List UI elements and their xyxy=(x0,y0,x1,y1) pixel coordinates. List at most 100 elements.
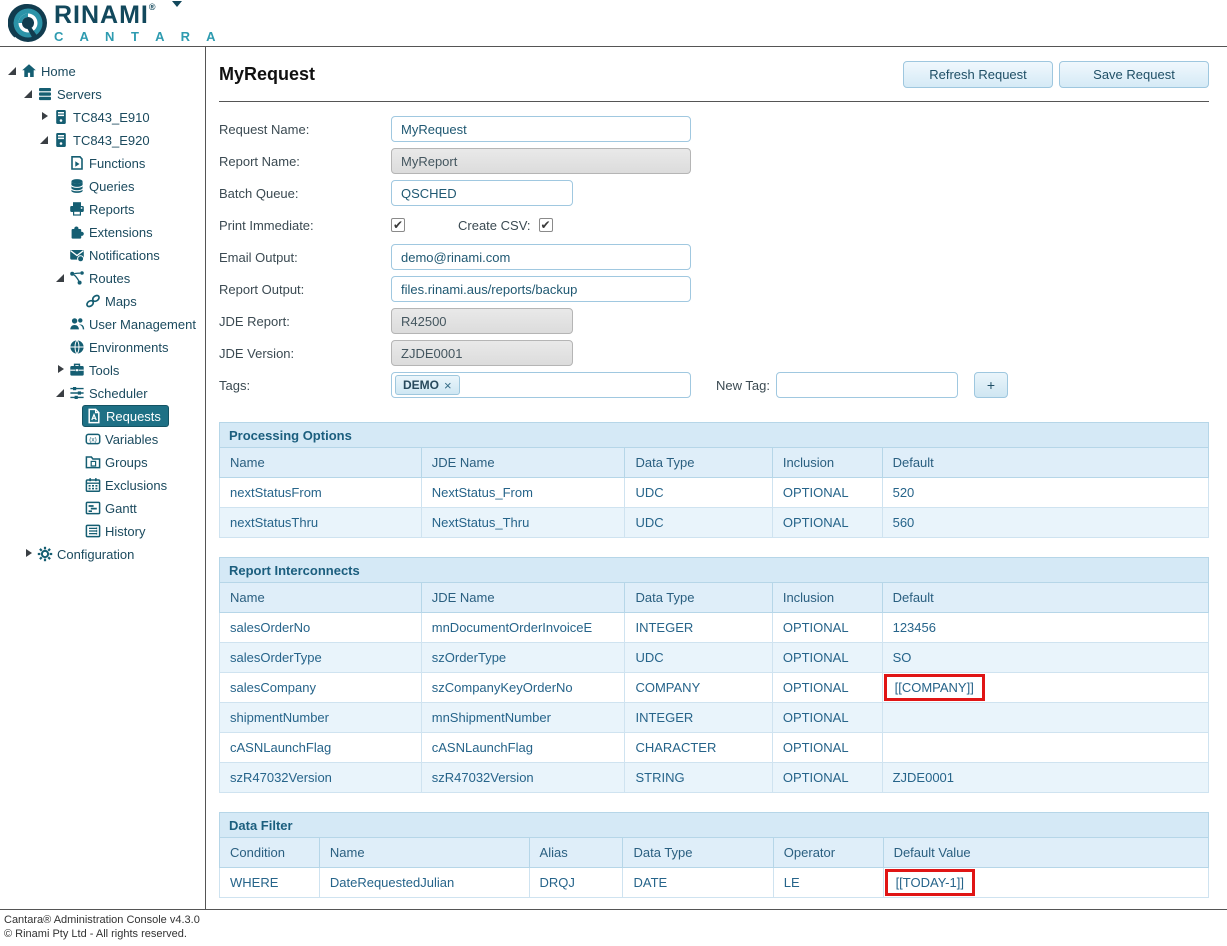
sidebar-item-servers[interactable]: Servers xyxy=(0,82,205,105)
maps-icon xyxy=(85,293,101,309)
sidebar-item-configuration[interactable]: Configuration xyxy=(0,542,205,565)
tags-input[interactable]: DEMO × xyxy=(391,372,691,398)
column-header-name: Name xyxy=(219,447,422,478)
sidebar-item-extensions[interactable]: Extensions xyxy=(0,220,205,243)
notifications-icon xyxy=(69,247,85,263)
remove-tag-icon[interactable]: × xyxy=(444,377,452,393)
report-name-input xyxy=(391,148,691,174)
save-request-button[interactable]: Save Request xyxy=(1059,61,1209,88)
expand-expanded-icon[interactable] xyxy=(54,385,69,400)
expand-expanded-icon[interactable] xyxy=(22,86,37,101)
column-header-data-type: Data Type xyxy=(624,447,773,478)
server-icon xyxy=(53,109,69,125)
table-row[interactable]: shipmentNumber mnShipmentNumber INTEGER OPT… xyxy=(219,702,1210,733)
table-row[interactable]: szR47032Version szR47032Version STRING OPTI… xyxy=(219,762,1210,793)
batch-queue-input[interactable] xyxy=(391,180,573,206)
sidebar-item-home[interactable]: Home xyxy=(0,59,205,82)
sidebar-item-user-management[interactable]: User Management xyxy=(0,312,205,335)
expand-collapsed-icon[interactable] xyxy=(38,109,53,124)
table-cell: szR47032Version xyxy=(420,762,626,793)
table-cell: salesCompany xyxy=(219,672,422,703)
table-cell: 560 xyxy=(881,507,1210,538)
table-row[interactable]: cASNLaunchFlag cASNLaunchFlag CHARACTER OPT… xyxy=(219,732,1210,763)
highlighted-value: [[TODAY-1]] xyxy=(884,869,975,896)
refresh-request-button[interactable]: Refresh Request xyxy=(903,61,1053,88)
brand-triangle-mark xyxy=(172,1,182,7)
table-row[interactable]: nextStatusFrom NextStatus_From UDC OPTIONAL… xyxy=(219,477,1210,508)
arrow-spacer xyxy=(70,293,85,308)
sidebar-item-history[interactable]: History xyxy=(0,519,205,542)
rinami-logo-icon xyxy=(8,3,48,43)
sidebar-item-label: Functions xyxy=(89,155,146,171)
table-cell: cASNLaunchFlag xyxy=(420,732,626,763)
sidebar-item-notifications[interactable]: Notifications xyxy=(0,243,205,266)
table-cell: OPTIONAL xyxy=(771,477,883,508)
arrow-spacer xyxy=(54,155,69,170)
expand-collapsed-icon[interactable] xyxy=(22,546,37,561)
table-row[interactable]: nextStatusThru NextStatus_Thru UDC OPTIONAL… xyxy=(219,507,1210,538)
sidebar-item-variables[interactable]: Variables xyxy=(0,427,205,450)
field-label: Print Immediate: xyxy=(219,217,314,233)
functions-icon xyxy=(69,155,85,171)
create-csv-checkbox[interactable]: ✔ xyxy=(538,218,553,232)
sidebar-item-requests[interactable]: Requests xyxy=(0,404,205,427)
form-row-jde-report: JDE Report: xyxy=(219,308,1209,334)
sidebar-item-label: History xyxy=(105,523,146,539)
column-header-condition: Condition xyxy=(219,837,320,868)
sidebar-item-queries[interactable]: Queries xyxy=(0,174,205,197)
column-header-default: Default xyxy=(881,447,1210,478)
expand-collapsed-icon[interactable] xyxy=(54,362,69,377)
sidebar-item-groups[interactable]: Groups xyxy=(0,450,205,473)
arrow-spacer xyxy=(54,178,69,193)
table-row[interactable]: salesOrderNo mnDocumentOrderInvoiceE INTEG… xyxy=(219,612,1210,643)
table-row[interactable]: salesOrderType szOrderType UDC OPTIONAL SO xyxy=(219,642,1210,673)
sidebar-item-maps[interactable]: Maps xyxy=(0,289,205,312)
print-immediate-checkbox[interactable]: ✔ xyxy=(391,218,405,232)
form-row-tags: Tags: DEMO × New Tag: + xyxy=(219,372,1209,398)
column-header-inclusion: Inclusion xyxy=(771,447,883,478)
brand-wordmark: RINAMI® C A N T A R A xyxy=(54,1,223,44)
add-tag-button[interactable]: + xyxy=(973,372,1008,398)
report-output-input[interactable] xyxy=(391,276,691,302)
sidebar-item-tc843-e920[interactable]: TC843_E920 xyxy=(0,128,205,151)
scheduler-icon xyxy=(69,385,85,401)
jde-report-input xyxy=(391,308,573,334)
footer-version: Cantara® Administration Console v4.3.0 xyxy=(4,914,200,926)
table-cell: COMPANY xyxy=(624,672,773,703)
table-cell: NextStatus_From xyxy=(420,477,626,508)
sidebar-item-reports[interactable]: Reports xyxy=(0,197,205,220)
groups-icon xyxy=(85,454,101,470)
form-row-report-output: Report Output: xyxy=(219,276,1209,302)
sidebar-item-environments[interactable]: Environments xyxy=(0,335,205,358)
request-name-input[interactable] xyxy=(391,116,691,142)
highlighted-value: [[COMPANY]] xyxy=(883,674,985,701)
sidebar-item-routes[interactable]: Routes xyxy=(0,266,205,289)
arrow-spacer xyxy=(54,247,69,262)
field-label: JDE Version: xyxy=(219,345,295,361)
table-row[interactable]: WHERE DateRequestedJulian DRQJ DATE LE [[TODA… xyxy=(219,867,1210,898)
sidebar-item-functions[interactable]: Functions xyxy=(0,151,205,174)
sidebar-item-tools[interactable]: Tools xyxy=(0,358,205,381)
navigation-sidebar: Home Servers TC843_E910 TC843_E920 Functions… xyxy=(0,47,206,909)
table-cell: nextStatusFrom xyxy=(219,477,422,508)
sidebar-item-label: Requests xyxy=(106,408,161,424)
tag-label: DEMO xyxy=(403,378,439,392)
expand-expanded-icon[interactable] xyxy=(38,132,53,147)
registered-mark: ® xyxy=(148,2,157,12)
sidebar-item-gantt[interactable]: Gantt xyxy=(0,496,205,519)
sidebar-item-tc843-e910[interactable]: TC843_E910 xyxy=(0,105,205,128)
brand-name: RINAMI® xyxy=(54,1,157,29)
brand-subname: C A N T A R A xyxy=(54,29,223,44)
sidebar-item-label: User Management xyxy=(89,316,196,332)
sidebar-item-exclusions[interactable]: Exclusions xyxy=(0,473,205,496)
navigation-tree: Home Servers TC843_E910 TC843_E920 Functions… xyxy=(0,59,205,565)
processing-options-table: Processing Options Name JDE Name Data Type I… xyxy=(219,422,1210,538)
new-tag-input[interactable] xyxy=(775,372,958,398)
field-label: Batch Queue: xyxy=(219,185,299,201)
expand-expanded-icon[interactable] xyxy=(6,63,21,78)
expand-expanded-icon[interactable] xyxy=(54,270,69,285)
table-row[interactable]: salesCompany szCompanyKeyOrderNo COMPANY OP… xyxy=(219,672,1210,703)
email-output-input[interactable] xyxy=(391,244,691,270)
table-cell: szCompanyKeyOrderNo xyxy=(420,672,626,703)
sidebar-item-scheduler[interactable]: Scheduler xyxy=(0,381,205,404)
